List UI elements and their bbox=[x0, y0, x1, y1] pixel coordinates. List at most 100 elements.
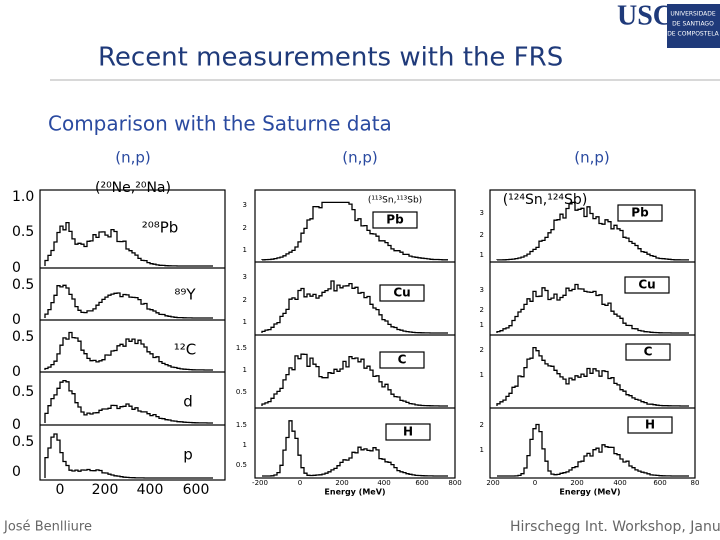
system-label: (¹²⁴Sn,¹²⁴Sb) bbox=[503, 192, 588, 208]
y-tick-label: 0.5 bbox=[12, 224, 34, 240]
x-tick-label: 0 bbox=[56, 482, 65, 498]
y-tick-label: 1 bbox=[480, 446, 484, 454]
plot-frame bbox=[489, 189, 696, 479]
target-box bbox=[625, 343, 671, 361]
reaction-label: (n,p) bbox=[115, 149, 151, 167]
x-tick-label: 600 bbox=[415, 479, 428, 487]
histogram bbox=[44, 379, 213, 424]
x-tick-label: 600 bbox=[653, 479, 666, 487]
histogram bbox=[261, 353, 448, 407]
reaction-label: (n,p) bbox=[574, 149, 610, 167]
y-tick-label: 0.5 bbox=[236, 461, 247, 469]
y-tick-label: 1.5 bbox=[236, 344, 247, 352]
target-box bbox=[624, 276, 670, 294]
x-tick-label: -200 bbox=[252, 479, 268, 487]
target-label: Pb bbox=[631, 206, 649, 220]
histogram bbox=[44, 331, 213, 371]
y-tick-label: 0.5 bbox=[12, 329, 34, 345]
y-tick-label: 1 bbox=[243, 441, 247, 449]
reaction-label: (n,p) bbox=[342, 149, 378, 167]
target-label: ²⁰⁸Pb bbox=[142, 219, 179, 237]
target-label: d bbox=[183, 393, 193, 411]
x-axis-title: Energy (MeV) bbox=[324, 488, 385, 497]
x-tick-label: 400 bbox=[137, 482, 164, 498]
y-tick-label: 0 bbox=[12, 417, 21, 433]
histogram bbox=[261, 201, 448, 261]
x-tick-label: 400 bbox=[377, 479, 390, 487]
histogram bbox=[496, 201, 689, 261]
histogram bbox=[497, 423, 689, 477]
y-tick-label: 1 bbox=[480, 251, 484, 259]
y-tick-label: 0.5 bbox=[236, 388, 247, 396]
y-tick-label: 3 bbox=[243, 201, 247, 209]
y-tick-label: 0.5 bbox=[12, 434, 34, 450]
histogram bbox=[261, 280, 448, 334]
x-tick-label: 200 bbox=[570, 479, 583, 487]
y-tick-label: 3 bbox=[480, 209, 484, 217]
y-tick-label: 0.5 bbox=[12, 277, 34, 293]
system-label: (²⁰Ne,²⁰Na) bbox=[95, 180, 171, 196]
y-tick-label: 1 bbox=[243, 366, 247, 374]
histogram bbox=[44, 221, 213, 267]
histogram bbox=[44, 433, 213, 479]
target-label: ¹²C bbox=[174, 341, 197, 359]
y-tick-label: 2 bbox=[243, 224, 247, 232]
target-label: H bbox=[403, 425, 413, 439]
x-tick-label: 600 bbox=[183, 482, 210, 498]
title: Recent measurements with the FRS bbox=[98, 43, 563, 73]
logo-text: UNIVERSIDADE bbox=[670, 11, 716, 18]
target-box bbox=[372, 211, 418, 229]
y-tick-label: 3 bbox=[480, 286, 484, 294]
target-box bbox=[379, 284, 425, 302]
y-tick-label: 0.5 bbox=[12, 384, 34, 400]
histogram bbox=[44, 284, 213, 319]
y-tick-label: 1 bbox=[243, 318, 247, 326]
x-tick-label: 80 bbox=[691, 479, 700, 487]
y-tick-label: 0 bbox=[12, 312, 21, 328]
target-box bbox=[627, 416, 673, 434]
y-tick-label: 1 bbox=[243, 246, 247, 254]
target-label: ⁸⁹Y bbox=[174, 286, 196, 304]
y-tick-label: 1.5 bbox=[236, 421, 247, 429]
x-tick-label: 200 bbox=[335, 479, 348, 487]
target-box bbox=[379, 351, 425, 369]
logo-text: DE COMPOSTELA bbox=[667, 31, 719, 38]
y-tick-label: 1.0 bbox=[12, 189, 34, 205]
target-label: Cu bbox=[393, 286, 410, 300]
target-label: p bbox=[183, 446, 193, 464]
footer-left: José Benlliure bbox=[3, 520, 92, 535]
histogram bbox=[496, 283, 689, 334]
y-tick-label: 1 bbox=[480, 321, 484, 329]
histogram bbox=[496, 346, 689, 407]
y-tick-label: 2 bbox=[480, 306, 484, 314]
y-tick-label: 2 bbox=[480, 346, 484, 354]
y-tick-label: 2 bbox=[243, 296, 247, 304]
x-tick-label: 200 bbox=[486, 479, 499, 487]
histogram bbox=[262, 420, 448, 477]
x-tick-label: 400 bbox=[613, 479, 626, 487]
y-tick-label: 2 bbox=[480, 421, 484, 429]
target-box bbox=[617, 204, 663, 222]
target-box bbox=[385, 423, 431, 441]
target-label: C bbox=[398, 353, 407, 367]
y-tick-label: 3 bbox=[243, 273, 247, 281]
x-tick-label: 800 bbox=[448, 479, 461, 487]
y-tick-label: 0 bbox=[12, 260, 21, 276]
y-tick-label: 0 bbox=[12, 364, 21, 380]
target-label: C bbox=[644, 345, 653, 359]
x-tick-label: 0 bbox=[298, 479, 302, 487]
x-tick-label: 200 bbox=[92, 482, 119, 498]
y-tick-label: 1 bbox=[480, 371, 484, 379]
x-tick-label: 0 bbox=[533, 479, 537, 487]
subtitle: Comparison with the Saturne data bbox=[48, 112, 392, 136]
plot-frame bbox=[254, 189, 456, 479]
target-label: Cu bbox=[638, 278, 655, 292]
plot-frame bbox=[39, 189, 226, 481]
y-tick-label: 2 bbox=[480, 231, 484, 239]
logo-text: DE SANTIAGO bbox=[672, 21, 714, 28]
logo-box bbox=[667, 4, 720, 48]
footer-right: Hirschegg Int. Workshop, Janua bbox=[510, 519, 720, 535]
target-label: Pb bbox=[386, 213, 404, 227]
